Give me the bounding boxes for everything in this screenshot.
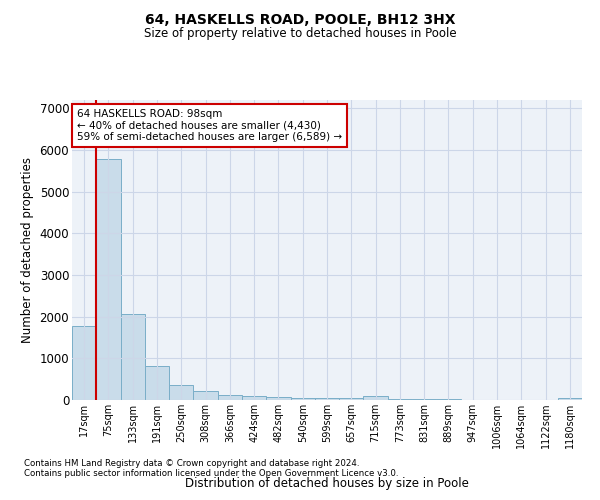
Text: 64, HASKELLS ROAD, POOLE, BH12 3HX: 64, HASKELLS ROAD, POOLE, BH12 3HX xyxy=(145,12,455,26)
Y-axis label: Number of detached properties: Number of detached properties xyxy=(21,157,34,343)
Bar xyxy=(315,398,339,400)
Bar xyxy=(72,326,96,400)
Bar xyxy=(558,398,582,400)
Bar xyxy=(339,398,364,400)
Bar xyxy=(290,398,315,400)
Bar xyxy=(242,396,266,400)
Text: Contains public sector information licensed under the Open Government Licence v3: Contains public sector information licen… xyxy=(24,468,398,477)
Bar xyxy=(121,314,145,400)
Text: Contains HM Land Registry data © Crown copyright and database right 2024.: Contains HM Land Registry data © Crown c… xyxy=(24,458,359,468)
Bar xyxy=(145,366,169,400)
Text: 64 HASKELLS ROAD: 98sqm
← 40% of detached houses are smaller (4,430)
59% of semi: 64 HASKELLS ROAD: 98sqm ← 40% of detache… xyxy=(77,109,342,142)
Bar xyxy=(412,399,436,400)
Bar xyxy=(96,159,121,400)
Text: Distribution of detached houses by size in Poole: Distribution of detached houses by size … xyxy=(185,477,469,490)
Bar xyxy=(193,391,218,400)
Bar xyxy=(388,399,412,400)
Text: Size of property relative to detached houses in Poole: Size of property relative to detached ho… xyxy=(143,28,457,40)
Bar xyxy=(169,385,193,400)
Bar xyxy=(266,397,290,400)
Bar xyxy=(218,394,242,400)
Bar xyxy=(364,396,388,400)
